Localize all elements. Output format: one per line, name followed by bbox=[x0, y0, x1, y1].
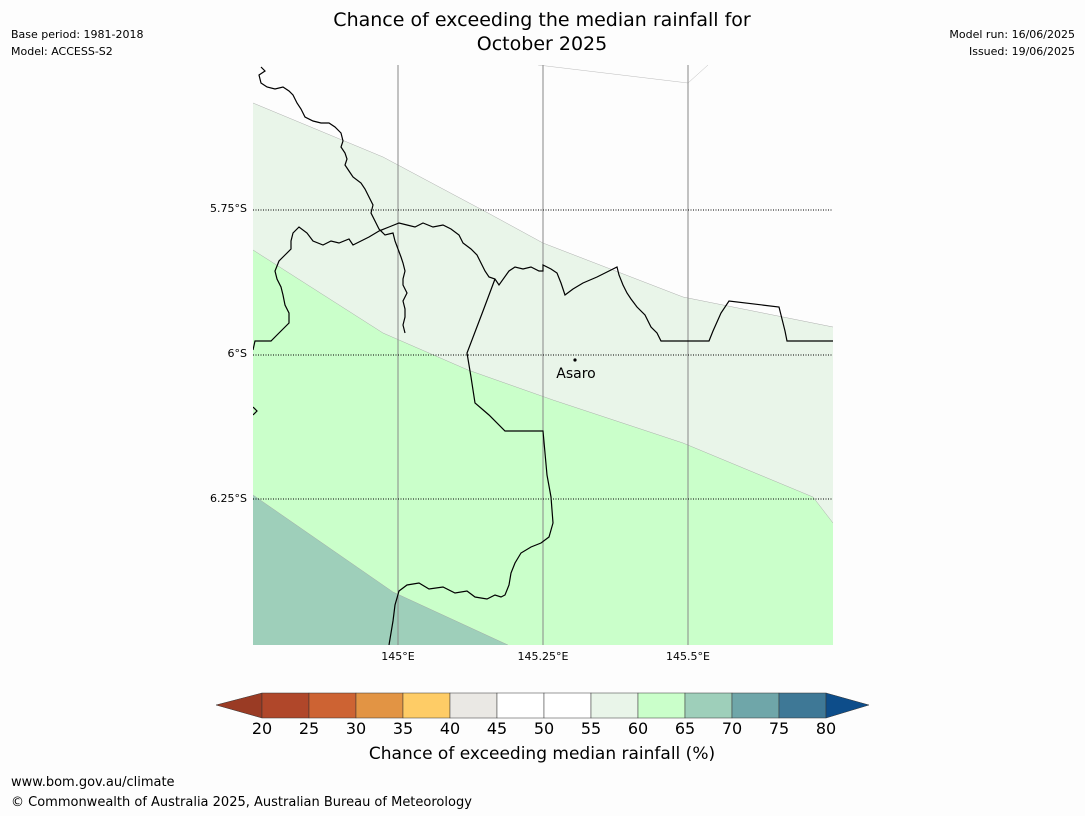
meta-left: Base period: 1981-2018 Model: ACCESS-S2 bbox=[11, 26, 143, 60]
lat-label-5-75: 5.75°S bbox=[210, 202, 247, 215]
zone-65-70 bbox=[253, 495, 508, 645]
colorbar-extend-high bbox=[825, 692, 870, 719]
colorbar-extend-low bbox=[215, 692, 263, 719]
province-border-west bbox=[253, 406, 258, 416]
colorbar-seg-45-50 bbox=[496, 692, 545, 719]
tick-70: 70 bbox=[721, 719, 743, 738]
province-border-main bbox=[253, 222, 833, 351]
colorbar bbox=[215, 692, 870, 719]
tick-25: 25 bbox=[298, 719, 320, 738]
tick-35: 35 bbox=[392, 719, 414, 738]
footer-url[interactable]: www.bom.gov.au/climate bbox=[11, 775, 175, 790]
colorbar-seg-40-45 bbox=[449, 692, 498, 719]
tick-65: 65 bbox=[674, 719, 696, 738]
colorbar-seg-55-60 bbox=[590, 692, 639, 719]
province-border-north bbox=[258, 66, 408, 334]
colorbar-seg-25-30 bbox=[308, 692, 357, 719]
colorbar-label: Chance of exceeding median rainfall (%) bbox=[368, 744, 716, 764]
colorbar-seg-50-55 bbox=[543, 692, 592, 719]
base-period: Base period: 1981-2018 bbox=[11, 28, 144, 41]
issued-date: Issued: 19/06/2025 bbox=[968, 45, 1075, 58]
lat-label-6-25: 6.25°S bbox=[210, 492, 247, 505]
colorbar-seg-75-80 bbox=[778, 692, 827, 719]
lon-label-145: 145°E bbox=[381, 650, 415, 663]
asaro-marker bbox=[573, 358, 577, 362]
footer-copyright: © Commonwealth of Australia 2025, Austra… bbox=[11, 795, 472, 810]
title-line-2: October 2025 bbox=[476, 33, 608, 55]
map-title: Chance of exceeding the median rainfall … bbox=[242, 8, 842, 56]
asaro-label: Asaro bbox=[556, 366, 595, 382]
colorbar-seg-60-65 bbox=[637, 692, 686, 719]
tick-20: 20 bbox=[251, 719, 273, 738]
colorbar-seg-70-75 bbox=[731, 692, 780, 719]
model-run: Model run: 16/06/2025 bbox=[949, 28, 1075, 41]
tick-55: 55 bbox=[580, 719, 602, 738]
tick-50: 50 bbox=[533, 719, 555, 738]
model-name: Model: ACCESS-S2 bbox=[11, 45, 113, 58]
colorbar-seg-20-25 bbox=[261, 692, 310, 719]
zone-boundary-middle bbox=[253, 249, 833, 524]
tick-60: 60 bbox=[627, 719, 649, 738]
tick-80: 80 bbox=[815, 719, 837, 738]
tick-30: 30 bbox=[345, 719, 367, 738]
title-line-1: Chance of exceeding the median rainfall … bbox=[333, 9, 751, 31]
tick-75: 75 bbox=[768, 719, 790, 738]
lat-label-6: 6°S bbox=[227, 347, 247, 360]
zone-boundary-north bbox=[253, 102, 833, 328]
lon-label-145-5: 145.5°E bbox=[666, 650, 710, 663]
colorbar-seg-65-70 bbox=[684, 692, 733, 719]
colorbar-seg-35-40 bbox=[402, 692, 451, 719]
tick-45: 45 bbox=[486, 719, 508, 738]
meta-right: Model run: 16/06/2025 Issued: 19/06/2025 bbox=[949, 26, 1075, 60]
province-border-south bbox=[388, 278, 554, 645]
lon-label-145-25: 145.25°E bbox=[517, 650, 569, 663]
rainfall-map: Asaro bbox=[253, 65, 833, 645]
colorbar-seg-30-35 bbox=[355, 692, 404, 719]
tick-40: 40 bbox=[439, 719, 461, 738]
zone-boundary-south bbox=[253, 494, 509, 645]
